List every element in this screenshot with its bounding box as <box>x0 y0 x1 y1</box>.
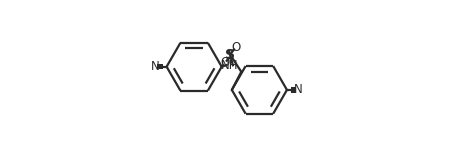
Text: N: N <box>294 83 303 96</box>
Text: O: O <box>220 56 229 69</box>
Text: S: S <box>225 48 235 62</box>
Text: N: N <box>151 60 159 73</box>
Text: O: O <box>231 41 241 54</box>
Text: NH: NH <box>221 59 238 72</box>
